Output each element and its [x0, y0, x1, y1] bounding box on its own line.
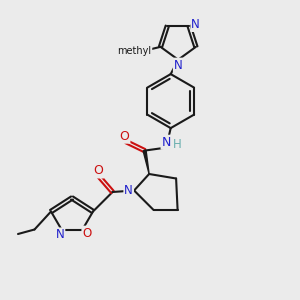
Text: O: O — [120, 130, 129, 143]
Text: N: N — [56, 228, 64, 242]
Text: methyl: methyl — [117, 46, 152, 56]
Text: N: N — [124, 184, 133, 197]
Text: N: N — [161, 136, 171, 149]
Text: N: N — [174, 58, 183, 72]
Polygon shape — [143, 150, 149, 174]
Text: N: N — [191, 18, 200, 31]
Text: O: O — [82, 226, 91, 240]
Text: H: H — [173, 137, 182, 151]
Text: O: O — [94, 164, 103, 178]
